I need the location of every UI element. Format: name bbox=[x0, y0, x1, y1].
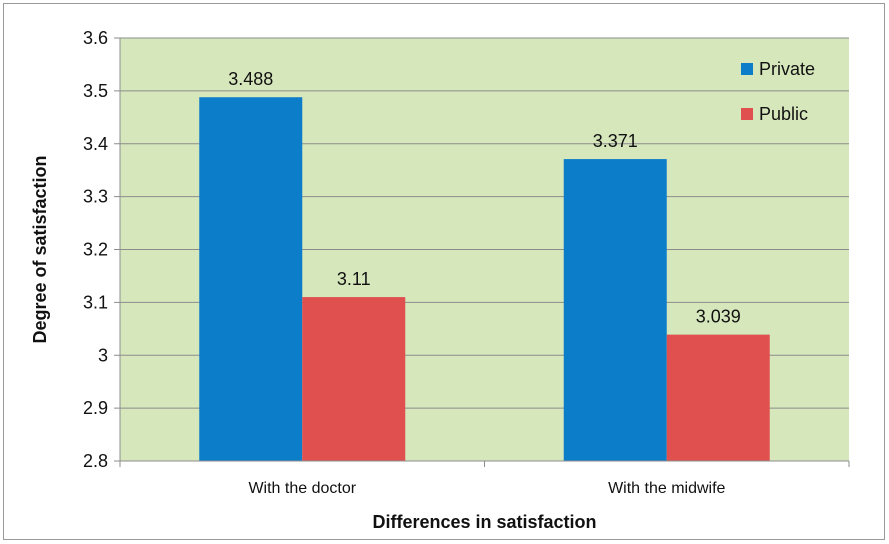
bar-public bbox=[302, 297, 405, 461]
y-tick-label: 3 bbox=[98, 345, 108, 365]
y-tick-label: 3.1 bbox=[83, 292, 108, 312]
bar-private bbox=[564, 159, 667, 461]
bar-private bbox=[199, 97, 302, 461]
data-label: 3.488 bbox=[228, 69, 273, 89]
y-tick-label: 3.4 bbox=[83, 134, 108, 154]
legend-swatch-private bbox=[741, 63, 753, 75]
x-category-labels: With the doctor With the midwife bbox=[248, 480, 725, 497]
bar-public bbox=[667, 335, 770, 461]
legend-label-private: Private bbox=[759, 59, 815, 79]
data-label: 3.039 bbox=[696, 307, 741, 327]
x-category-label: With the doctor bbox=[248, 480, 356, 497]
data-label: 3.11 bbox=[337, 269, 371, 289]
x-category-label: With the midwife bbox=[608, 480, 725, 497]
x-axis-title: Differences in satisfaction bbox=[372, 512, 596, 532]
y-tick-label: 3.2 bbox=[83, 240, 108, 260]
legend-swatch-public bbox=[741, 108, 753, 120]
y-tick-label: 3.3 bbox=[83, 187, 108, 207]
y-tick-label: 3.5 bbox=[83, 81, 108, 101]
y-axis-title: Degree of satisfaction bbox=[30, 155, 50, 343]
y-tick-label: 2.9 bbox=[83, 398, 108, 418]
legend-label-public: Public bbox=[759, 104, 808, 124]
y-tick-labels: 2.8 2.9 3 3.1 3.2 3.3 3.4 3.5 3.6 bbox=[83, 28, 108, 471]
y-tick-label: 2.8 bbox=[83, 451, 108, 471]
data-label: 3.371 bbox=[593, 131, 638, 151]
y-tick-label: 3.6 bbox=[83, 28, 108, 48]
